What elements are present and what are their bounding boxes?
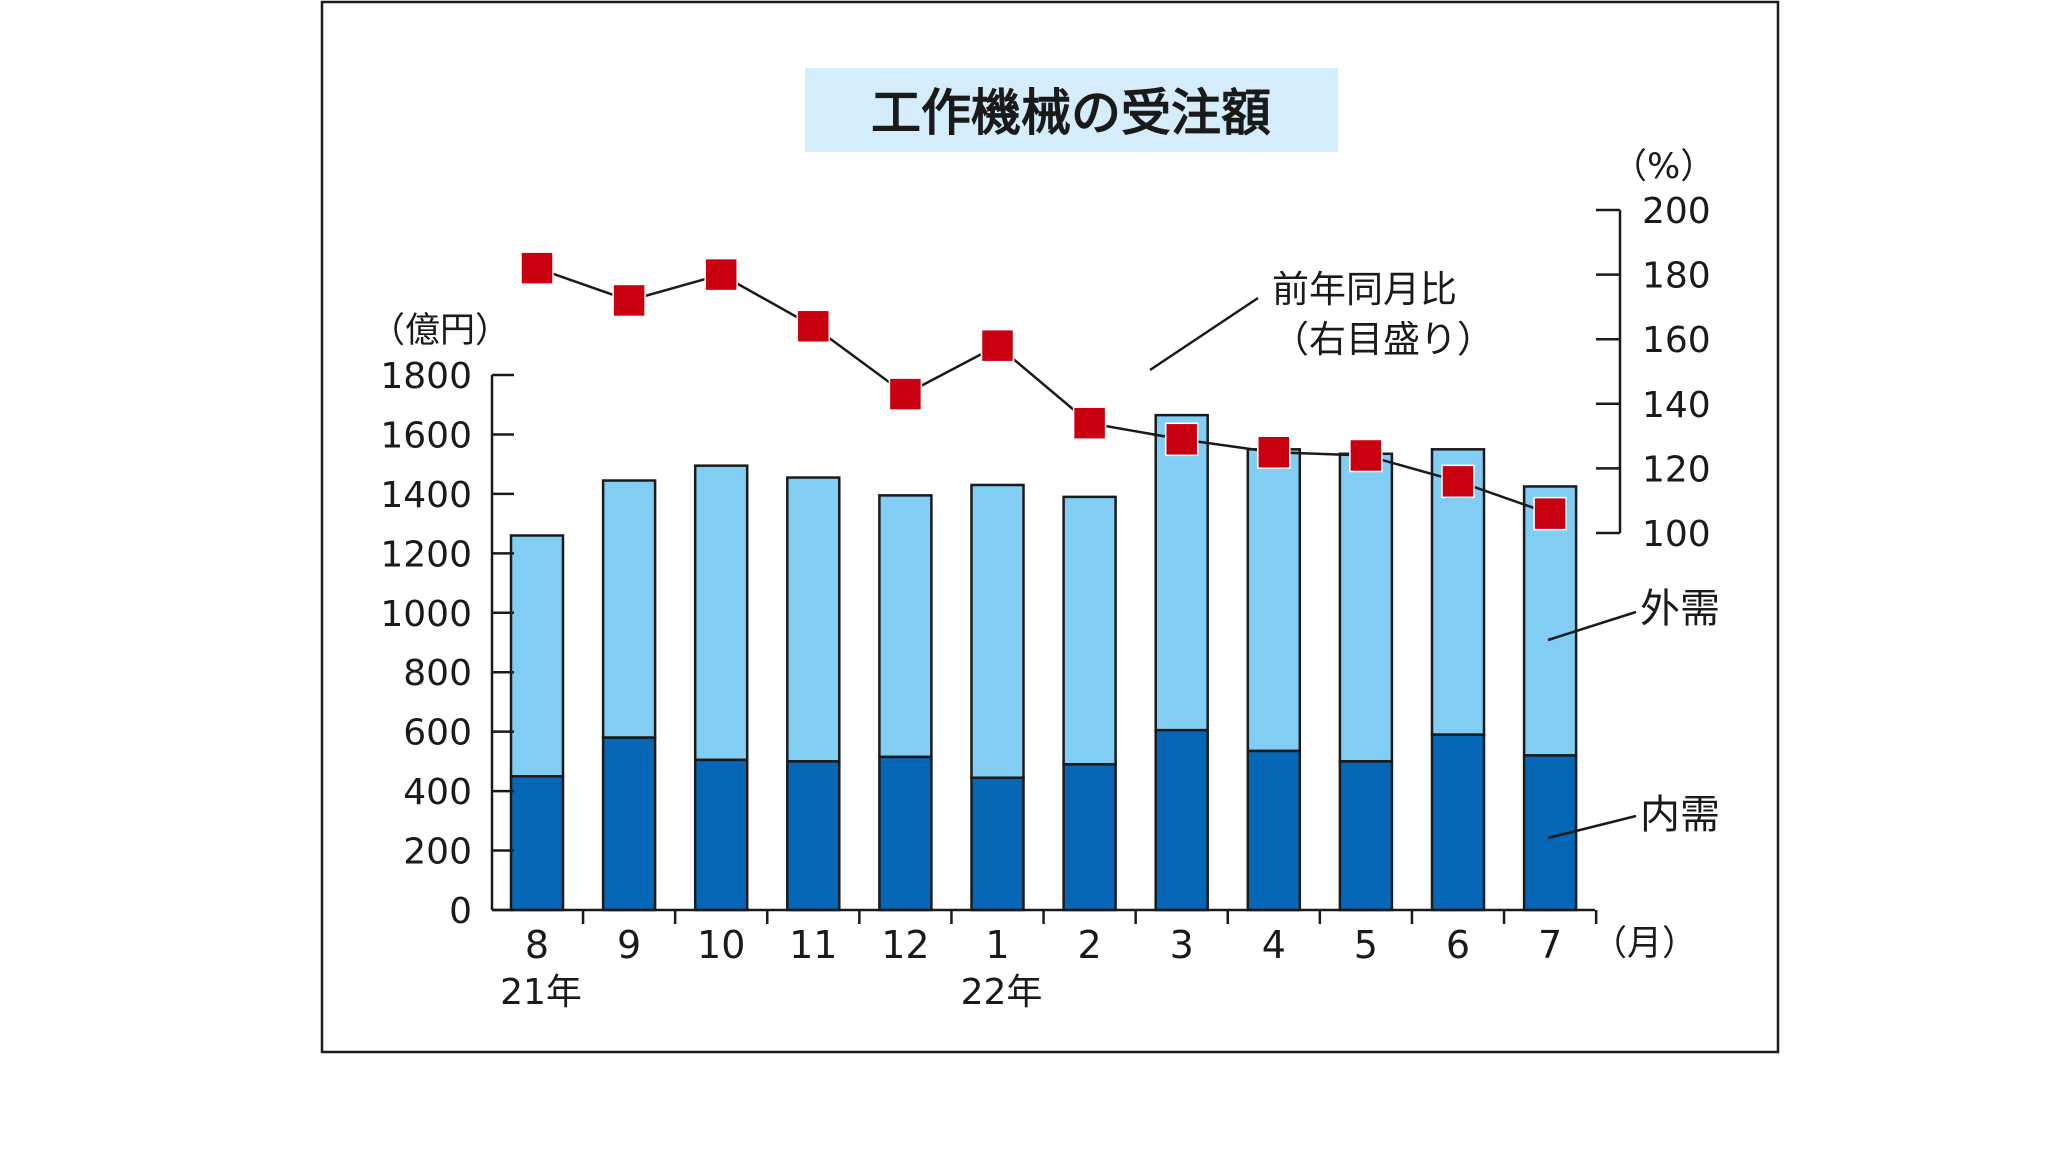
left-axis-tick-label: 1400 <box>380 475 472 516</box>
right-axis-tick-label: 100 <box>1642 514 1711 555</box>
x-tick-label: 8 <box>525 923 549 967</box>
x-axis-unit: （月） <box>1592 924 1697 964</box>
year-label: 21年 <box>500 972 582 1013</box>
bar-domestic <box>1062 763 1117 912</box>
domestic-series-leader <box>1547 814 1637 840</box>
right-axis-unit: （%） <box>1612 147 1715 187</box>
bar-domestic <box>509 775 565 912</box>
ratio-marker <box>980 328 1015 363</box>
bar-export <box>509 534 565 778</box>
domestic-series-label: 内需 <box>1640 792 1720 838</box>
bar-domestic <box>970 776 1025 912</box>
right-axis-tick-label: 200 <box>1642 191 1711 232</box>
bar-export <box>1522 485 1578 757</box>
x-tick-label: 12 <box>881 923 929 967</box>
left-axis-tick-label: 1000 <box>380 594 472 635</box>
bar-export <box>786 476 841 763</box>
year-label: 22年 <box>961 972 1043 1013</box>
bar-domestic <box>1430 733 1486 912</box>
ratio-marker <box>1441 464 1475 499</box>
x-tick-label: 4 <box>1262 923 1286 967</box>
right-axis-tick-label: 120 <box>1642 449 1711 490</box>
ratio-series-label-line2: （右目盛り） <box>1272 318 1494 361</box>
export-series-leader <box>1547 610 1637 642</box>
bar-export <box>1062 495 1117 766</box>
left-axis-unit: （億円） <box>370 311 510 351</box>
ratio-marker <box>520 251 554 285</box>
ratio-series-label-line1: 前年同月比 <box>1272 268 1457 311</box>
export-series-label: 外需 <box>1640 586 1720 632</box>
right-axis-tick-label: 180 <box>1642 256 1711 297</box>
ratio-marker <box>1257 435 1291 469</box>
bar-domestic <box>1246 749 1302 912</box>
bar-domestic <box>878 755 933 912</box>
x-tick-label: 11 <box>789 923 837 967</box>
x-tick-label: 2 <box>1078 923 1102 967</box>
ratio-series-leader <box>1149 296 1259 372</box>
left-axis-tick-label: 200 <box>403 832 472 873</box>
x-tick-label: 6 <box>1446 923 1470 967</box>
bar-export <box>970 483 1025 779</box>
left-axis-tick-label: 0 <box>449 891 472 932</box>
x-tick-label: 9 <box>617 923 641 967</box>
x-tick-label: 7 <box>1538 923 1562 967</box>
bar-export <box>1246 448 1302 753</box>
x-tick-label: 3 <box>1170 923 1194 967</box>
ratio-marker <box>1533 496 1567 531</box>
x-tick-label: 10 <box>697 923 745 967</box>
bar-export <box>693 464 749 762</box>
left-axis-tick-label: 400 <box>403 772 472 813</box>
left-axis-tick-label: 1600 <box>380 415 472 456</box>
ratio-marker <box>888 377 923 411</box>
x-tick-label: 5 <box>1354 923 1378 967</box>
ratio-marker <box>1072 406 1107 440</box>
ratio-marker <box>1349 438 1383 473</box>
chart-title: 工作機械の受注額 <box>871 84 1271 142</box>
ratio-marker <box>1164 422 1199 457</box>
ratio-marker <box>612 283 646 318</box>
x-tick-label: 1 <box>985 923 1009 967</box>
bar-domestic <box>693 758 749 912</box>
left-axis-tick-label: 600 <box>403 713 472 754</box>
ratio-marker <box>796 309 831 344</box>
right-axis-tick-label: 160 <box>1642 320 1711 361</box>
left-axis-tick-label: 1800 <box>380 356 472 397</box>
left-axis-tick-label: 1200 <box>380 534 472 575</box>
bar-domestic <box>786 760 841 912</box>
left-axis-tick-label: 800 <box>403 653 472 694</box>
bar-domestic <box>1338 760 1394 912</box>
title-background <box>805 68 1338 152</box>
bar-domestic <box>601 736 657 912</box>
bar-export <box>1154 413 1209 732</box>
bar-export <box>1338 452 1394 763</box>
ratio-marker <box>704 257 738 292</box>
bar-export <box>878 494 933 759</box>
bar-export <box>601 479 657 739</box>
right-axis-tick-label: 140 <box>1642 385 1711 426</box>
bar-domestic <box>1154 728 1209 912</box>
